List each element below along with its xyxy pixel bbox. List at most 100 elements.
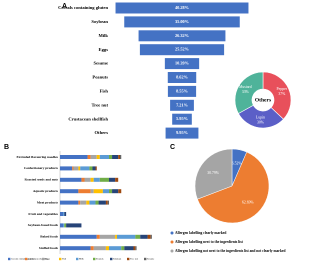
panel-letter: A (62, 3, 67, 10)
category-label: Aquatic products (33, 189, 59, 193)
donut-slice (262, 71, 292, 120)
bar-segment (90, 177, 94, 182)
legend-swatch (170, 231, 174, 235)
value-label: 9.95% (176, 130, 188, 135)
legend-label: Soybean (113, 258, 122, 261)
bar-segment (60, 246, 91, 251)
category-label: Extruded flavouring noodles (17, 155, 59, 159)
bar-segment (80, 166, 90, 171)
bar (167, 72, 197, 83)
bar-segment (81, 177, 85, 182)
category-label: Baked foods (40, 235, 58, 239)
slice-value: 37% (278, 92, 286, 96)
legend-swatch (170, 249, 174, 253)
bar-segment (135, 246, 137, 251)
legend-label: Eggs (45, 258, 50, 261)
category-label: Confectionery products (24, 166, 59, 170)
value-label: 30.79% (207, 171, 220, 175)
legend-label: Milk (79, 258, 84, 261)
bar-segment (99, 177, 109, 182)
panel-letter: C (170, 144, 175, 151)
legend-swatch (25, 257, 28, 261)
bar-segment (133, 246, 136, 251)
category-label: Peanuts (92, 75, 108, 80)
value-label: 8.62% (176, 74, 188, 79)
bar-segment (107, 200, 109, 205)
value-label: 25.52% (175, 47, 189, 52)
category-label: Soybean (91, 19, 108, 24)
bar-segment (120, 155, 122, 159)
bar-segment (115, 234, 117, 239)
legend-swatch (93, 257, 96, 261)
bar-segment (105, 246, 109, 251)
bar-segment (84, 177, 91, 182)
bar-segment (102, 189, 109, 194)
bar-segment (87, 155, 91, 159)
category-label: Meat products (37, 200, 59, 204)
value-label: 62.69% (242, 200, 255, 204)
legend-label: Allergen labelling next to the ingredien… (175, 240, 244, 244)
bar-segment (64, 212, 67, 216)
legend-label: Crustacean shellfish (28, 258, 48, 261)
bar (124, 16, 240, 28)
value-label: 35.00% (175, 19, 189, 24)
bar-segment (109, 246, 122, 251)
bar (165, 127, 199, 139)
bar-segment (73, 166, 79, 171)
bar-segment (99, 234, 116, 239)
category-label: Crustacean shellfish (68, 116, 108, 121)
legend-label: Allergen labelling not next to the ingre… (175, 249, 285, 253)
category-label: Fish (100, 88, 109, 93)
category-label: Tree nut (91, 102, 108, 107)
slice-name: Mustard (239, 85, 252, 89)
bar-segment (140, 234, 148, 239)
bar-segment (66, 223, 82, 228)
bar-segment (60, 200, 79, 205)
bar-segment (86, 200, 90, 205)
value-label: 8.55% (176, 88, 188, 93)
bar-segment (147, 234, 151, 239)
donut-center: Others (255, 97, 271, 103)
category-label: Milk (99, 33, 109, 38)
bar-segment (60, 212, 64, 216)
bar-segment (116, 234, 136, 239)
bar-segment (118, 189, 122, 194)
bar-segment (112, 155, 119, 159)
value-label: 5.95% (176, 116, 188, 121)
legend-swatch (59, 257, 62, 261)
category-label: Roasted seeds and nuts (25, 178, 59, 182)
bar-segment (96, 234, 100, 239)
legend-swatch (42, 257, 45, 261)
legend-label: Cereals containing gluten (11, 258, 36, 261)
category-label: Soybean-based foods (28, 223, 59, 227)
legend-swatch (170, 240, 174, 244)
category-label: Eggs (99, 47, 109, 52)
bar-segment (72, 166, 74, 171)
bar (138, 30, 226, 42)
bar-segment (109, 189, 113, 194)
bar-segment (115, 177, 119, 182)
bar-segment (92, 166, 96, 171)
bar-segment (78, 200, 81, 205)
category-label: Cereals containing gluten (58, 5, 108, 10)
panel-letter: B (4, 144, 9, 151)
bar-segment (63, 212, 65, 216)
category-label: Sesame (93, 61, 108, 66)
bar-segment (135, 234, 141, 239)
bar-segment (60, 223, 64, 228)
bar (167, 85, 197, 97)
bar-segment (124, 246, 134, 251)
bar-segment (60, 166, 73, 171)
bar-segment (109, 155, 113, 159)
bar-segment (89, 166, 93, 171)
bar-segment (64, 223, 67, 228)
value-label: 10.39% (175, 61, 189, 66)
bar-segment (99, 155, 109, 159)
pie-slice (197, 151, 270, 224)
legend-label: Fish (62, 258, 67, 261)
bar-segment (93, 189, 103, 194)
legend-swatch (144, 257, 147, 261)
legend-swatch (110, 257, 113, 261)
bar (139, 44, 225, 56)
value-label: 40.28% (175, 5, 189, 10)
